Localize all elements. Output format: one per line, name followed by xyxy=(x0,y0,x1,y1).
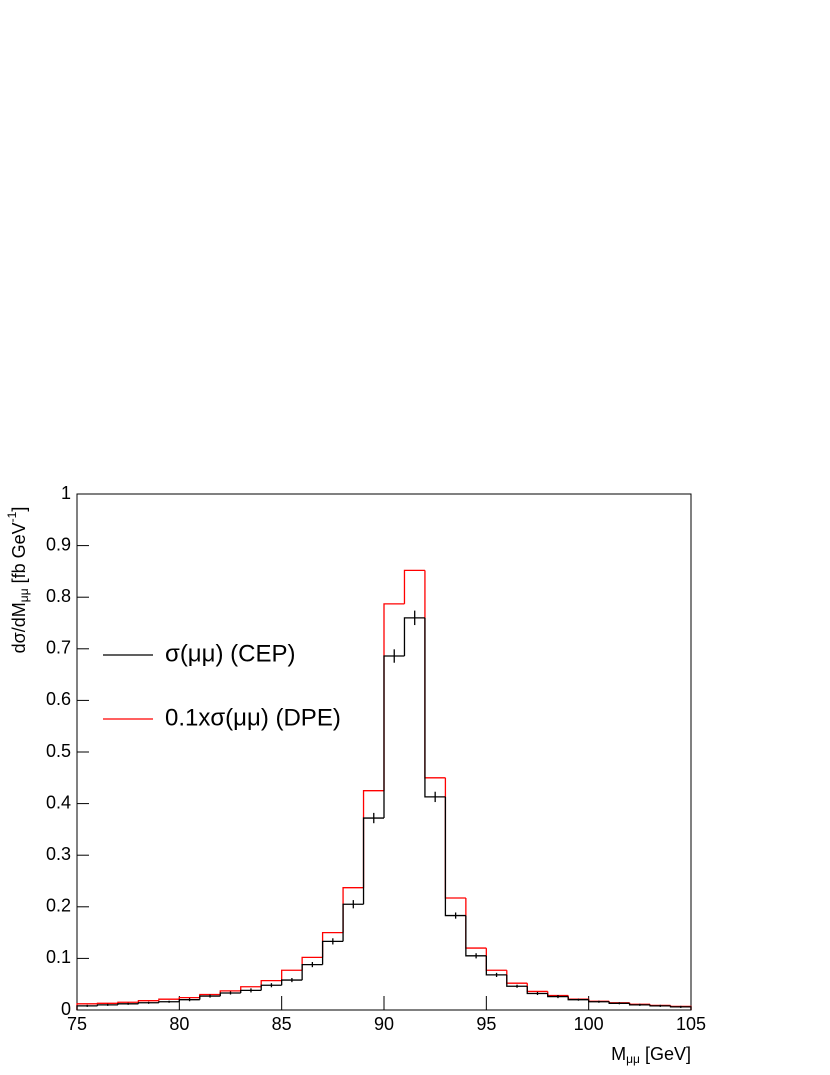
x-axis-label: Mμμ [GeV] xyxy=(611,1044,691,1066)
y-label-part: [fb GeV xyxy=(9,522,29,588)
y-axis-label: dσ/dMμμ [fb GeV-1] xyxy=(5,507,31,654)
histogram-bin xyxy=(137,1000,159,1003)
histogram-bin xyxy=(342,887,364,933)
y-label-part: dσ/dM xyxy=(9,602,29,653)
histogram-bin xyxy=(240,989,262,993)
histogram-bin xyxy=(526,983,548,993)
histogram-bin xyxy=(628,1003,651,1006)
legend-label: 0.1xσ(μμ) (DPE) xyxy=(165,704,341,731)
y-tick-label: 0 xyxy=(61,999,71,1019)
histogram-bin xyxy=(178,996,200,1000)
histogram-bin xyxy=(321,931,344,958)
histogram-bin xyxy=(506,974,528,987)
histogram-bin xyxy=(485,948,507,971)
histogram-bin xyxy=(444,796,466,917)
x-tick-label: 85 xyxy=(272,1014,292,1034)
histogram-bin xyxy=(424,570,446,779)
x-tick-label: 80 xyxy=(169,1014,189,1034)
histogram-bin xyxy=(465,915,487,957)
histogram-bin xyxy=(567,995,589,1000)
y-tick-label: 0.6 xyxy=(46,689,71,709)
y-tick-label: 0.9 xyxy=(46,534,71,554)
histogram-bin xyxy=(260,984,282,991)
y-label-sup: -1 xyxy=(5,511,19,522)
x-tick-label: 90 xyxy=(374,1014,394,1034)
histogram-bin xyxy=(301,963,323,981)
x-label-sub: μμ xyxy=(626,1052,640,1066)
histogram-bin xyxy=(321,940,344,965)
y-tick-label: 1 xyxy=(61,483,71,503)
histogram-bin xyxy=(383,603,405,791)
x-tick-label: 100 xyxy=(574,1014,604,1034)
histogram-bin xyxy=(506,970,528,984)
histogram-bin xyxy=(485,955,507,976)
histogram-bin xyxy=(588,999,610,1003)
histogram-bin xyxy=(424,617,446,798)
y-tick-label: 0.3 xyxy=(46,844,71,864)
histogram-bin xyxy=(362,790,384,888)
histogram-bin xyxy=(158,1001,180,1003)
histogram-bin xyxy=(240,986,262,991)
y-tick-label: 0.7 xyxy=(46,638,71,658)
histogram-bin xyxy=(608,1001,630,1004)
histogram-bin xyxy=(137,1002,159,1004)
histogram-bin xyxy=(342,903,364,942)
y-tick-label: 0.4 xyxy=(46,792,71,812)
histogram-bin xyxy=(76,1005,98,1010)
histogram-bin xyxy=(178,999,200,1002)
histogram-bin xyxy=(117,1003,139,1005)
x-label-part: [GeV] xyxy=(640,1044,691,1064)
y-label-sub: μμ xyxy=(17,588,31,602)
histogram-bin xyxy=(199,995,221,1000)
y-tick-label: 0.1 xyxy=(46,947,71,967)
y-tick-label: 0.8 xyxy=(46,586,71,606)
y-label-part: ] xyxy=(9,507,29,512)
histogram-bin xyxy=(158,998,180,1001)
histogram-bin xyxy=(96,1004,118,1006)
histogram-bin xyxy=(649,1004,671,1007)
histogram-bin xyxy=(403,569,425,604)
x-tick-label: 105 xyxy=(676,1014,706,1034)
x-tick-label: 75 xyxy=(67,1014,87,1034)
y-tick-label: 0.2 xyxy=(46,896,71,916)
histogram-bin xyxy=(444,777,466,899)
histogram-bin xyxy=(547,993,569,998)
y-tick-label: 0.5 xyxy=(46,741,71,761)
histogram-bin xyxy=(96,1002,118,1004)
x-label-part: M xyxy=(611,1044,626,1064)
histogram-bin xyxy=(403,617,425,657)
histogram-bin xyxy=(567,996,589,1001)
histogram-bin xyxy=(362,817,384,905)
histogram-bin xyxy=(465,898,487,949)
x-tick-label: 95 xyxy=(476,1014,496,1034)
histogram-bin xyxy=(117,1001,139,1004)
histogram-bin xyxy=(526,986,548,995)
histogram-bin xyxy=(281,979,303,986)
histogram-bin xyxy=(383,655,405,819)
legend-label: σ(μμ) (CEP) xyxy=(165,640,295,667)
histogram-bin xyxy=(219,992,241,997)
histogram-bin xyxy=(547,991,569,997)
histogram-bin xyxy=(281,969,303,981)
